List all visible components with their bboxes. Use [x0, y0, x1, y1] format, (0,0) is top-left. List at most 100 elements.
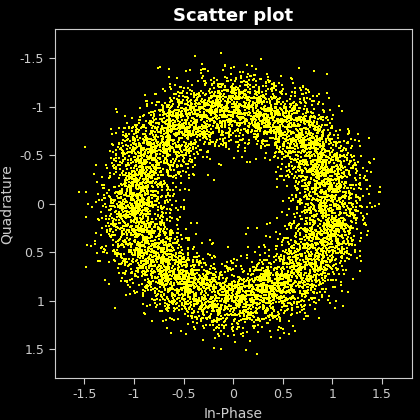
Channel 1 [333, 222, 340, 228]
Channel 1 [188, 118, 194, 125]
Channel 1 [276, 123, 282, 130]
Channel 1 [289, 289, 296, 296]
Channel 1 [123, 207, 130, 214]
Channel 1 [145, 190, 152, 197]
Channel 1 [163, 226, 170, 232]
Channel 1 [156, 147, 163, 154]
Channel 1 [160, 271, 167, 278]
Channel 1 [148, 120, 155, 126]
Channel 1 [315, 180, 322, 187]
Channel 1 [366, 158, 373, 165]
Channel 1 [247, 266, 254, 273]
Channel 1 [179, 124, 186, 131]
Channel 1 [347, 218, 354, 225]
Channel 1 [132, 184, 139, 190]
Channel 1 [276, 137, 283, 144]
Channel 1 [168, 144, 175, 151]
Channel 1 [261, 105, 268, 112]
Channel 1 [302, 148, 309, 155]
Channel 1 [318, 265, 324, 272]
Channel 1 [145, 201, 152, 208]
Channel 1 [291, 175, 297, 181]
Channel 1 [254, 262, 260, 269]
Channel 1 [287, 285, 294, 292]
Channel 1 [153, 252, 160, 259]
Channel 1 [154, 189, 161, 196]
Channel 1 [286, 150, 292, 157]
Channel 1 [336, 153, 343, 160]
Channel 1 [199, 121, 205, 128]
Channel 1 [162, 125, 168, 131]
Channel 1 [179, 121, 186, 127]
Channel 1 [225, 288, 231, 294]
Channel 1 [215, 100, 222, 106]
Channel 1 [139, 179, 145, 186]
Channel 1 [141, 140, 147, 147]
Channel 1 [193, 254, 199, 260]
Channel 1 [211, 307, 218, 314]
Channel 1 [241, 115, 248, 121]
Channel 1 [257, 125, 264, 131]
Channel 1 [274, 163, 281, 170]
Channel 1 [238, 294, 244, 301]
Channel 1 [272, 105, 278, 111]
Channel 1 [192, 267, 199, 274]
Channel 1 [133, 217, 140, 223]
Channel 1 [220, 291, 226, 298]
Channel 1 [288, 288, 295, 295]
Channel 1 [202, 259, 208, 266]
Channel 1 [156, 116, 163, 123]
Channel 1 [263, 304, 270, 311]
Channel 1 [273, 110, 279, 116]
Channel 1 [229, 297, 236, 304]
Channel 1 [279, 268, 286, 275]
Channel 1 [167, 127, 174, 134]
Channel 1 [342, 249, 349, 255]
Channel 1 [260, 280, 267, 286]
Channel 1 [218, 285, 224, 292]
Channel 1 [213, 323, 220, 330]
Channel 1 [143, 176, 150, 183]
Channel 1 [271, 307, 278, 314]
Channel 1 [277, 272, 284, 278]
Channel 1 [190, 278, 197, 285]
Channel 1 [351, 185, 358, 192]
Channel 1 [140, 124, 147, 131]
Channel 1 [174, 154, 181, 160]
Channel 1 [275, 293, 282, 300]
Channel 1 [325, 192, 331, 199]
Channel 1 [170, 137, 176, 144]
Channel 1 [272, 271, 279, 278]
Channel 1 [293, 184, 299, 191]
Channel 1 [326, 155, 332, 161]
Channel 1 [191, 263, 197, 270]
Channel 1 [241, 283, 247, 290]
Channel 1 [83, 263, 89, 270]
Channel 1 [183, 169, 190, 176]
Channel 1 [308, 278, 315, 284]
Channel 1 [367, 200, 374, 206]
Channel 1 [152, 148, 159, 155]
Channel 1 [136, 177, 142, 184]
Channel 1 [335, 228, 342, 235]
Channel 1 [149, 157, 156, 163]
Channel 1 [163, 272, 170, 279]
Channel 1 [334, 220, 341, 226]
Channel 1 [222, 282, 229, 289]
Channel 1 [276, 274, 283, 281]
Channel 1 [152, 169, 159, 176]
Channel 1 [308, 257, 315, 263]
Channel 1 [172, 122, 179, 129]
Channel 1 [254, 92, 260, 99]
Channel 1 [212, 304, 218, 310]
Channel 1 [144, 234, 151, 241]
Channel 1 [178, 278, 185, 284]
Channel 1 [244, 312, 251, 319]
Channel 1 [210, 103, 217, 110]
Channel 1 [297, 257, 304, 264]
Channel 1 [292, 123, 299, 130]
Channel 1 [322, 172, 329, 179]
Channel 1 [144, 226, 151, 233]
Channel 1 [186, 149, 193, 155]
Channel 1 [318, 204, 325, 211]
